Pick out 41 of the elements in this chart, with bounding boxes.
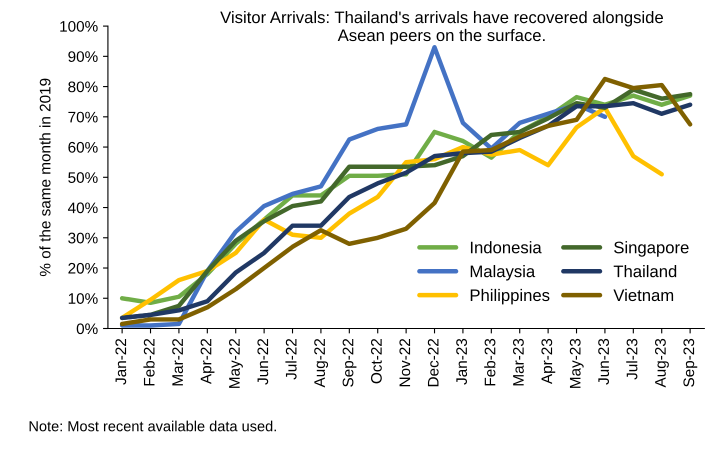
x-tick-label: Oct-22 — [371, 338, 382, 384]
x-tick-label: Jul-22 — [285, 338, 297, 380]
x-tick-label: Aug-23 — [655, 338, 669, 388]
x-tick-label: Sep-22 — [342, 338, 356, 387]
chart-title: Visitor Arrivals: Thailand's arrivals have recovered alongside Asean peers on the surface. — [220, 10, 663, 44]
x-tick-label: Apr-23 — [541, 338, 556, 384]
y-tick-label: 60% — [68, 142, 98, 153]
y-tick-label: 20% — [68, 262, 98, 274]
y-tick-label: 40% — [68, 202, 98, 214]
y-tick-label: 0% — [76, 323, 98, 334]
x-tick-label: Sep-23 — [683, 338, 698, 387]
x-tick-label: Nov-22 — [399, 338, 410, 386]
x-tick-label: Mar-22 — [172, 338, 184, 386]
x-tick-label: Aug-22 — [314, 338, 328, 388]
x-tick-label: Dec-22 — [428, 338, 439, 386]
x-tick-label: Apr-22 — [200, 338, 214, 384]
y-tick-label: 70% — [68, 112, 98, 123]
y-tick-label: 10% — [68, 293, 98, 304]
y-tick-label: 80% — [68, 81, 98, 92]
x-tick-label: Jan-23 — [456, 338, 468, 385]
legend-label: Philippines — [470, 288, 550, 304]
x-tick-label: Mar-23 — [513, 338, 524, 386]
legend-label: Indonesia — [470, 241, 542, 254]
text: Note: Most recent available data used. — [30, 420, 276, 432]
legend-label: Thailand — [614, 265, 676, 278]
y-tick-label: 50% — [68, 172, 98, 183]
legend-label: Vietnam — [613, 288, 674, 302]
x-tick-label: Jul-23 — [626, 338, 638, 380]
legend-label: Singapore — [614, 241, 689, 257]
y-tick-label: 30% — [68, 232, 98, 244]
legend-label: Malaysia — [470, 265, 536, 281]
x-tick-label: Jun-22 — [257, 338, 268, 385]
x-tick-label: Feb-23 — [484, 338, 496, 386]
x-tick-label: Feb-22 — [143, 338, 155, 386]
x-tick-label: May-22 — [229, 338, 243, 388]
x-tick-label: May-23 — [570, 338, 584, 388]
x-tick-label: Jun-23 — [598, 338, 610, 385]
y-tick-label: 100% — [60, 20, 98, 32]
x-tick-label: Jan-22 — [115, 338, 126, 385]
y-axis-title: % of the same month in 2019 — [39, 78, 51, 276]
y-tick-label: 90% — [68, 51, 98, 62]
